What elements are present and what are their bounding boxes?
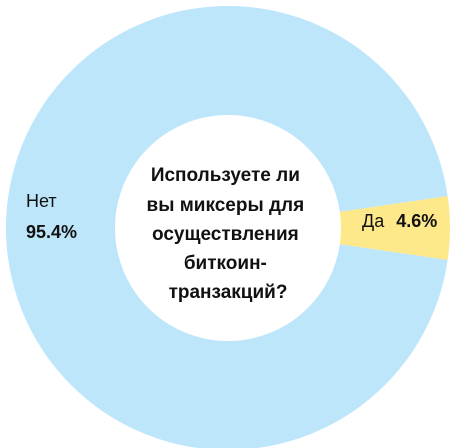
slice-label-yes: Да 4.6% <box>362 211 437 231</box>
title-line-5: транзакций? <box>169 282 288 303</box>
slice-value-no: 95.4% <box>26 222 77 242</box>
title-line-1: Используете ли <box>151 165 300 186</box>
slice-label-no: Нет <box>26 191 57 211</box>
title-line-3: осуществления <box>152 224 299 245</box>
chart-title: Используете ли вы миксеры для осуществле… <box>147 165 310 303</box>
donut-hole <box>115 115 341 341</box>
title-line-4: биткоин- <box>184 253 267 274</box>
slice-value-yes: 4.6% <box>396 211 437 231</box>
slice-label-yes-text: Да <box>362 211 385 231</box>
title-line-2: вы миксеры для <box>147 195 305 216</box>
